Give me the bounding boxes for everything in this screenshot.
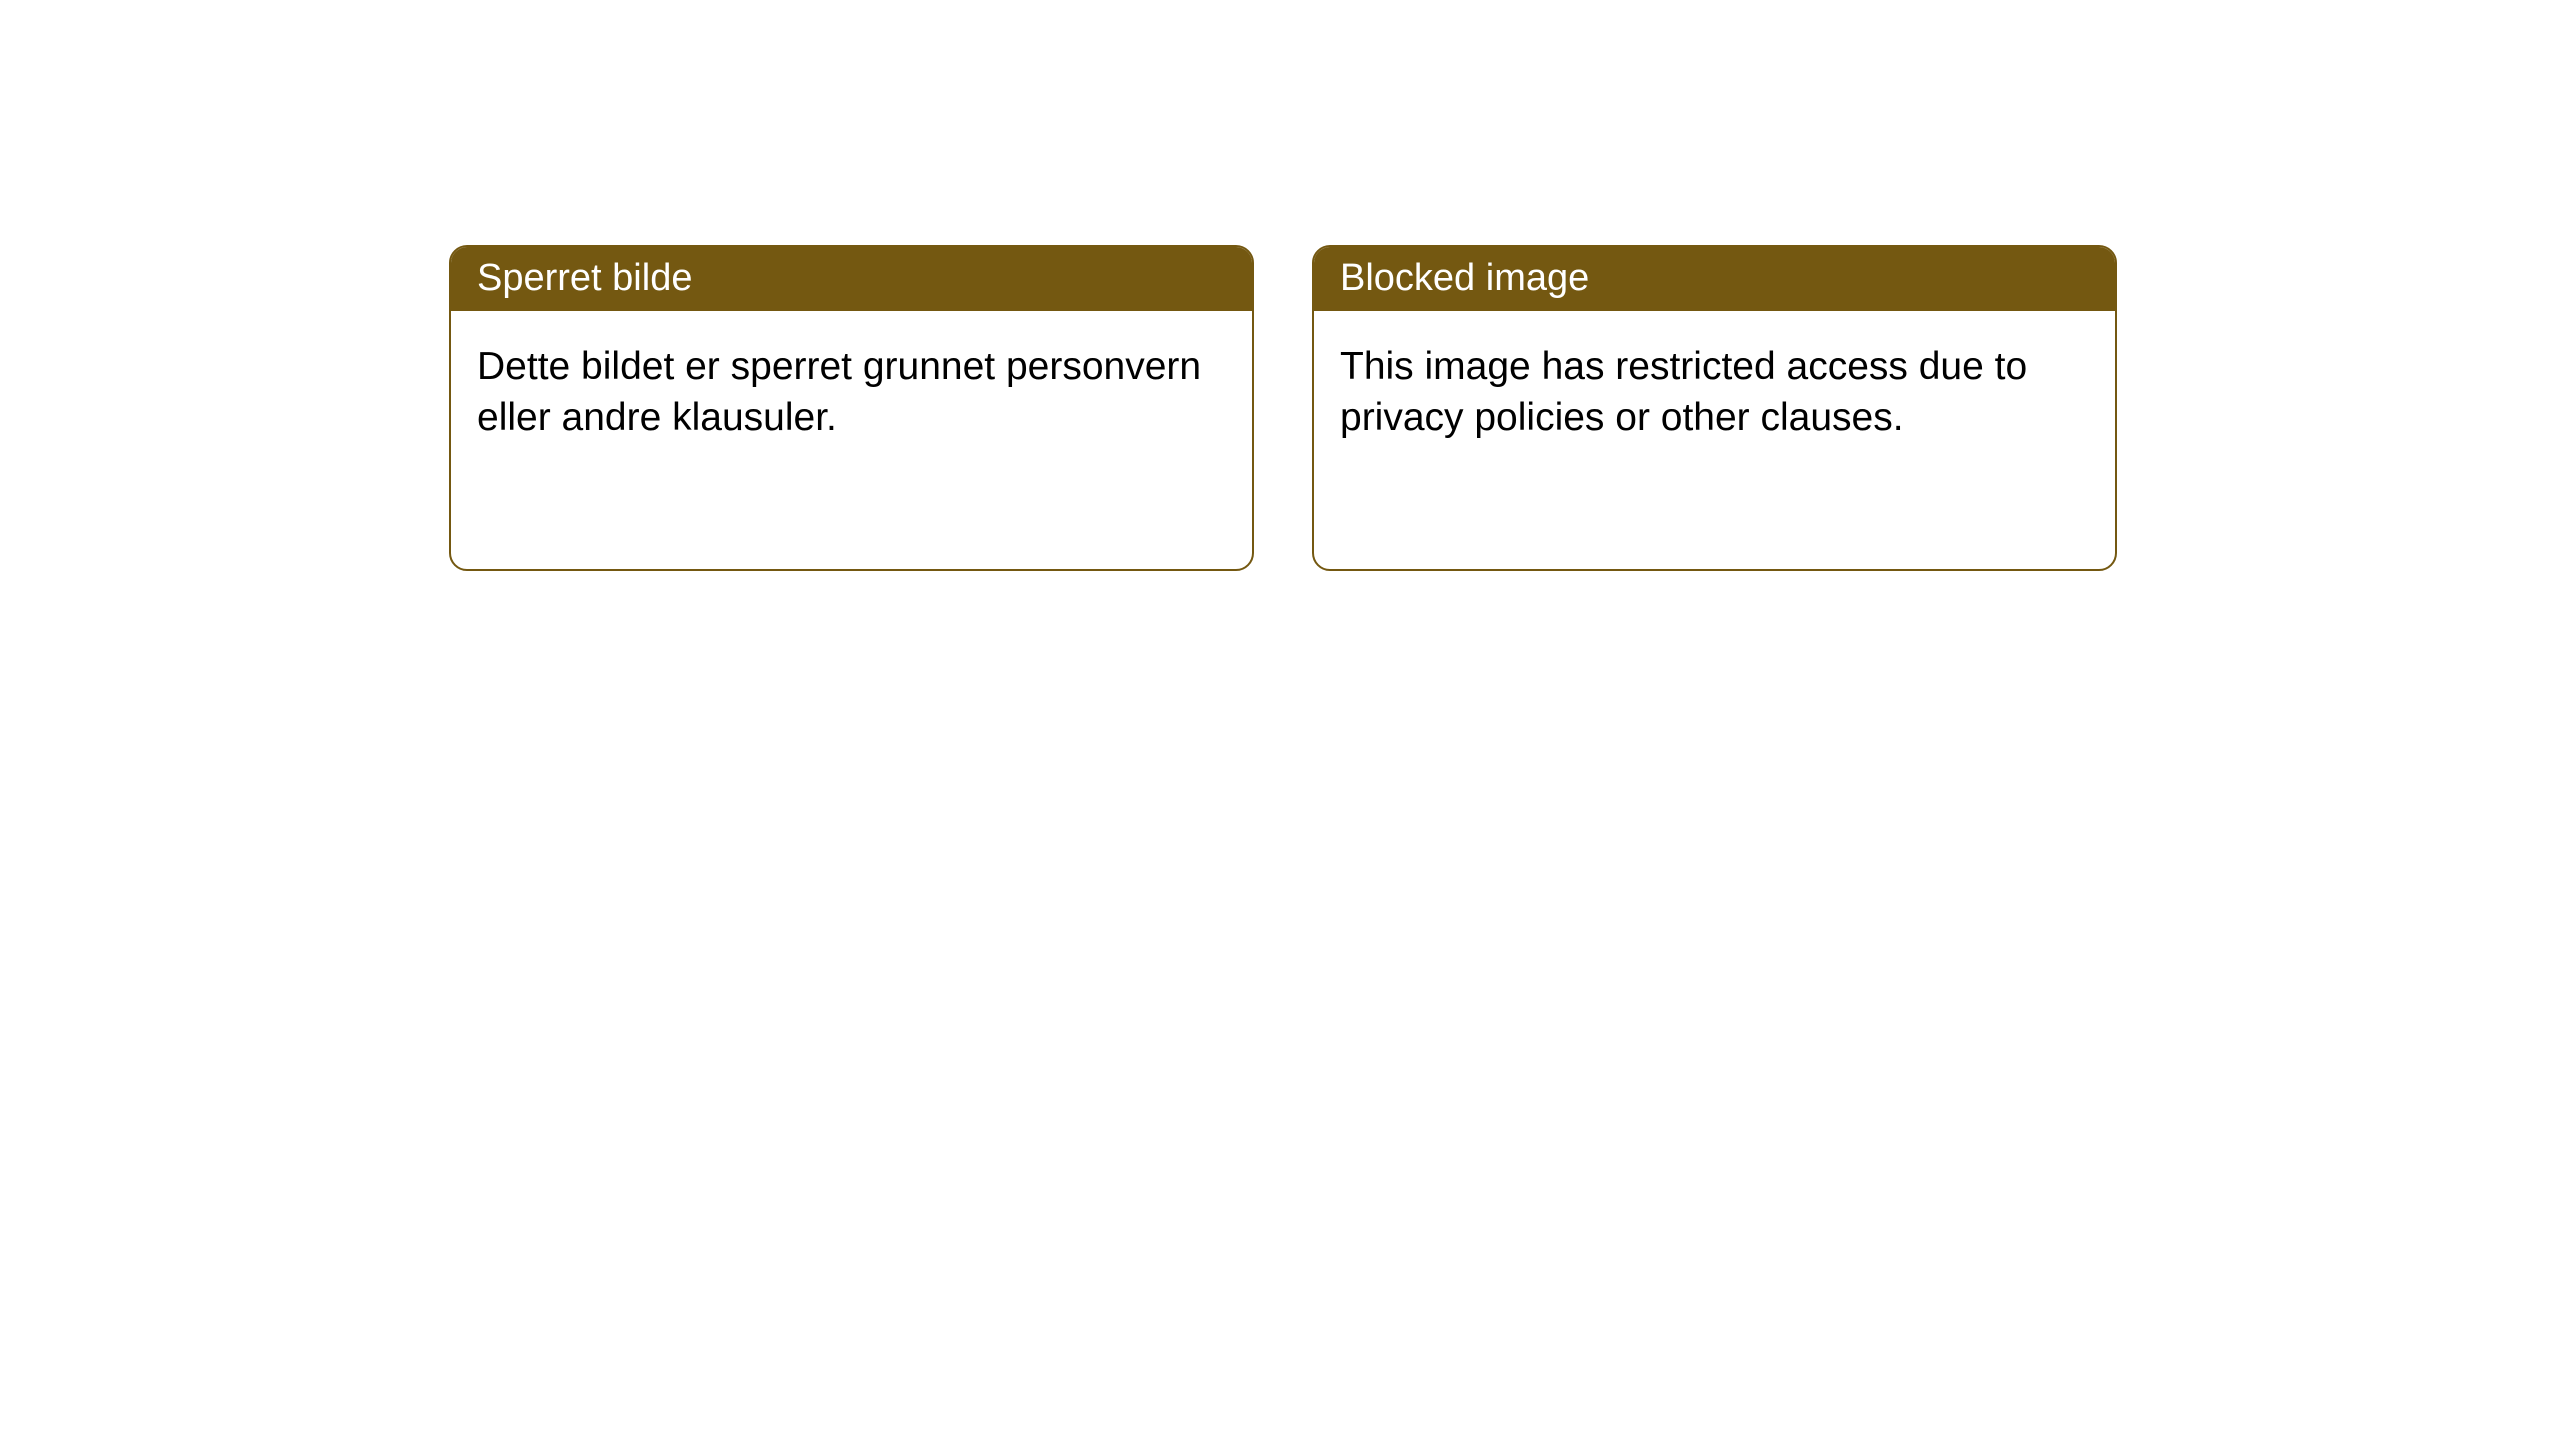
- card-title: Sperret bilde: [477, 257, 692, 299]
- card-body-text: Dette bildet er sperret grunnet personve…: [477, 341, 1226, 444]
- card-body-text: This image has restricted access due to …: [1340, 341, 2089, 444]
- card-body: Dette bildet er sperret grunnet personve…: [451, 311, 1252, 569]
- card-header: Sperret bilde: [451, 247, 1252, 311]
- notice-card-english: Blocked image This image has restricted …: [1312, 245, 2117, 571]
- card-title: Blocked image: [1340, 257, 1589, 299]
- cards-container: Sperret bilde Dette bildet er sperret gr…: [449, 245, 2560, 571]
- card-body: This image has restricted access due to …: [1314, 311, 2115, 569]
- notice-card-norwegian: Sperret bilde Dette bildet er sperret gr…: [449, 245, 1254, 571]
- card-header: Blocked image: [1314, 247, 2115, 311]
